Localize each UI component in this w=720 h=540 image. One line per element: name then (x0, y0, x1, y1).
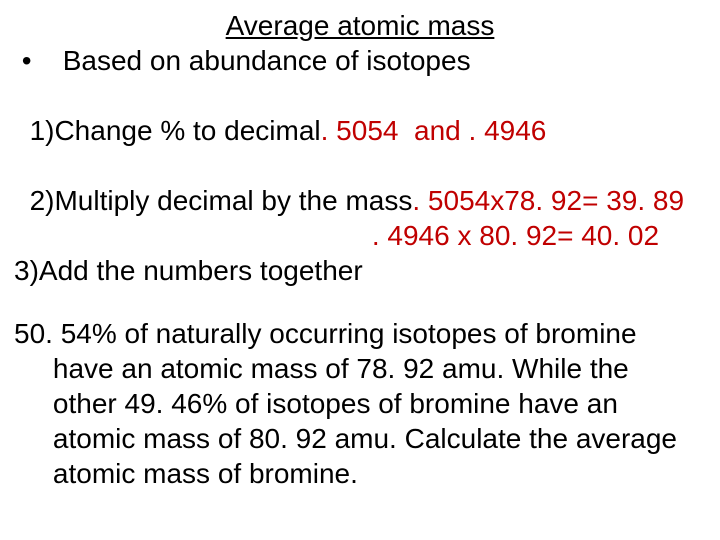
spacer (14, 288, 706, 316)
problem-line-2: have an atomic mass of 78. 92 amu. While… (14, 351, 706, 386)
problem-line-1: 50. 54% of naturally occurring isotopes … (14, 316, 706, 351)
step-2-prefix: 2)Multiply decimal by the mass (30, 185, 413, 216)
problem-line-4: atomic mass of 80. 92 amu. Calculate the… (14, 421, 706, 456)
step-1: 1)Change % to decimal. 5054 and . 4946 (14, 78, 706, 148)
problem-line-5: atomic mass of bromine. (14, 456, 706, 491)
step-1-values: . 5054 and . 4946 (321, 115, 547, 146)
step-3: 3)Add the numbers together (14, 253, 706, 288)
bullet-based-on: • Based on abundance of isotopes (14, 43, 706, 78)
problem-line-3: other 49. 46% of isotopes of bromine hav… (14, 386, 706, 421)
step-2-values-b: . 4946 x 80. 92= 40. 02 (14, 218, 706, 253)
page-title: Average atomic mass (14, 8, 706, 43)
step-2-values-a: . 5054x78. 92= 39. 89 (412, 185, 684, 216)
step-2: 2)Multiply decimal by the mass. 5054x78.… (14, 148, 706, 218)
step-1-prefix: 1)Change % to decimal (30, 115, 321, 146)
